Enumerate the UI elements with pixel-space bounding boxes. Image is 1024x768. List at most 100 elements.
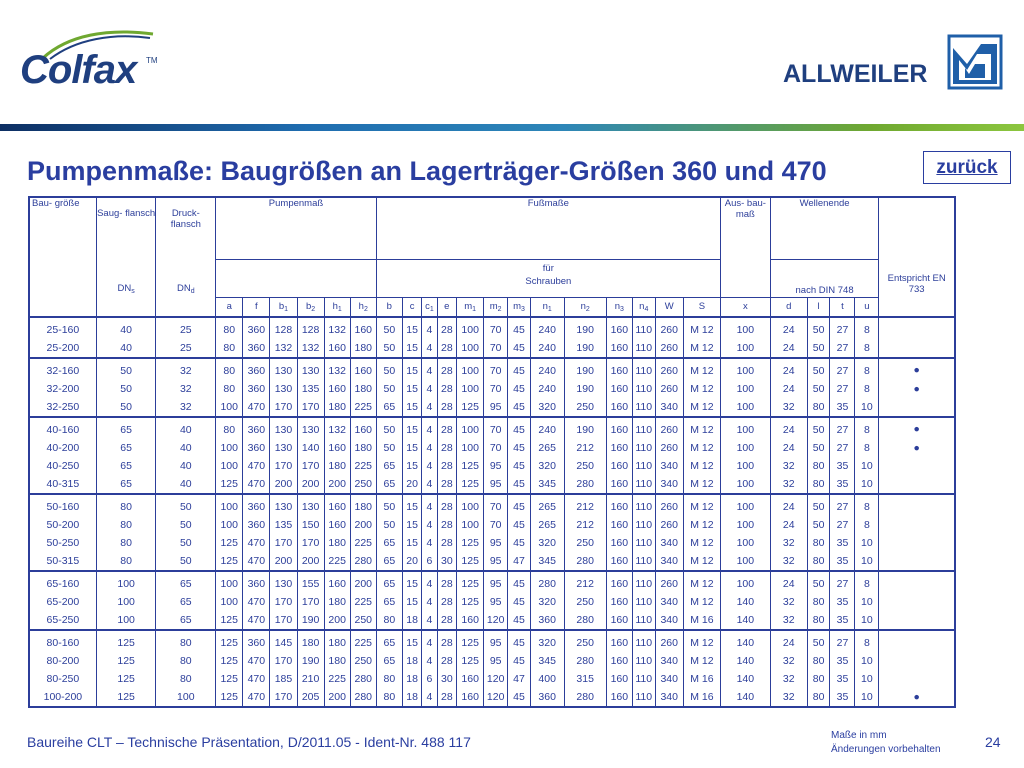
table-cell: 95 [483,534,508,552]
table-cell: 45 [507,611,531,630]
en733-flag: ● [878,439,955,457]
en733-header: Entspricht EN 733 [878,197,955,297]
table-cell: 40 [95,316,156,339]
table-cell: 10 [854,457,879,475]
table-cell: 100 [719,357,771,380]
table-cell: 65 [375,457,403,475]
column-header: n4 [631,296,656,317]
table-cell: 8 [854,380,879,398]
table-cell: 24 [769,380,808,398]
table-cell: 180 [323,398,351,417]
table-row: 50-200 80 50 100 360 135 150 160 200 50 15 4 28 100 70… [29,516,955,534]
table-cell: 100 [719,457,771,475]
size-cell: 65-200 [46,596,80,608]
table-cell: 160 [605,516,633,534]
table-cell: 100 [155,688,216,707]
table-cell: 28 [436,516,457,534]
table-cell: 260 [654,339,684,358]
table-cell: 80 [806,534,830,552]
table-cell: 170 [269,611,298,630]
table-cell: 70 [483,439,508,457]
table-cell: 95 [483,629,508,652]
table-cell: 100 [719,493,771,516]
size-cell: 40-250 [46,460,80,472]
table-cell: 200 [323,611,351,630]
table-cell: 27 [829,439,855,457]
table-cell: 100 [719,339,771,358]
table-cell: 120 [483,688,508,707]
table-cell: 10 [854,611,879,630]
table-cell: 280 [563,611,607,630]
table-cell: 180 [323,629,351,652]
table-cell: 45 [507,398,531,417]
table-cell: 205 [296,688,325,707]
bau-groesse-header: Bau- größe [32,198,80,209]
table-cell: 212 [563,439,607,457]
table-cell: 110 [631,380,656,398]
table-cell: 65 [95,475,156,494]
table-cell: 160 [323,339,351,358]
table-cell: 110 [631,570,656,593]
table-cell: 70 [483,339,508,358]
table-cell: 265 [529,493,565,516]
table-cell: M 12 [682,516,721,534]
table-cell: 470 [242,611,270,630]
table-cell: 225 [349,534,377,552]
table-cell: 125 [215,475,243,494]
table-row: 40-160 65 40 80 360 130 130 132 160 50 15 4 28 100 70 4… [29,416,955,439]
table-cell: 180 [296,629,325,652]
header-row-1: Bau- größe Saug- flansch Druck- flansch … [29,197,955,297]
table-cell: 100 [456,416,484,439]
table-cell: 4 [421,316,438,339]
size-cell: 32-200 [46,383,80,395]
table-cell: 160 [605,357,633,380]
table-cell: 125 [456,570,484,593]
column-header: m3 [507,296,531,317]
table-cell: 125 [456,475,484,494]
table-cell: 45 [507,593,531,611]
table-cell: 280 [563,552,607,571]
table-cell: 28 [436,629,457,652]
table-cell: 170 [296,534,325,552]
table-cell: 95 [483,398,508,417]
table-cell: 150 [296,516,325,534]
table-cell: 35 [829,611,855,630]
table-cell: 160 [605,670,633,688]
column-header: n1 [529,296,565,317]
column-header: u [854,296,879,317]
table-cell: 24 [769,316,808,339]
size-cell: 40-200 [46,442,80,454]
table-cell: M 12 [682,439,721,457]
table-cell: 100 [719,380,771,398]
table-cell: 50 [155,534,216,552]
table-cell: 110 [631,629,656,652]
table-cell: 4 [421,493,438,516]
table-cell: 250 [563,457,607,475]
table-cell: 100 [719,552,771,571]
table-cell: 35 [829,534,855,552]
table-cell: 110 [631,652,656,670]
table-cell: 80 [215,357,243,380]
table-cell: 110 [631,416,656,439]
dn-s-spacer [95,297,156,317]
table-cell: 100 [95,611,156,630]
table-cell: 340 [654,593,684,611]
column-header: c [401,296,422,317]
table-cell: 40 [155,416,216,439]
table-cell: 4 [421,629,438,652]
table-cell: 155 [296,570,325,593]
table-cell: 280 [529,570,565,593]
table-cell: 35 [829,457,855,475]
table-cell: 200 [323,688,351,707]
en733-flag [878,629,955,652]
table-cell: 160 [605,398,633,417]
back-link[interactable]: zurück [923,151,1011,184]
table-cell: 160 [605,493,633,516]
table-cell: 240 [529,339,565,358]
table-cell: 160 [605,629,633,652]
table-cell: 320 [529,398,565,417]
table-cell: 160 [605,552,633,571]
table-cell: 50 [806,516,830,534]
table-cell: 250 [349,475,377,494]
table-cell: 24 [769,570,808,593]
